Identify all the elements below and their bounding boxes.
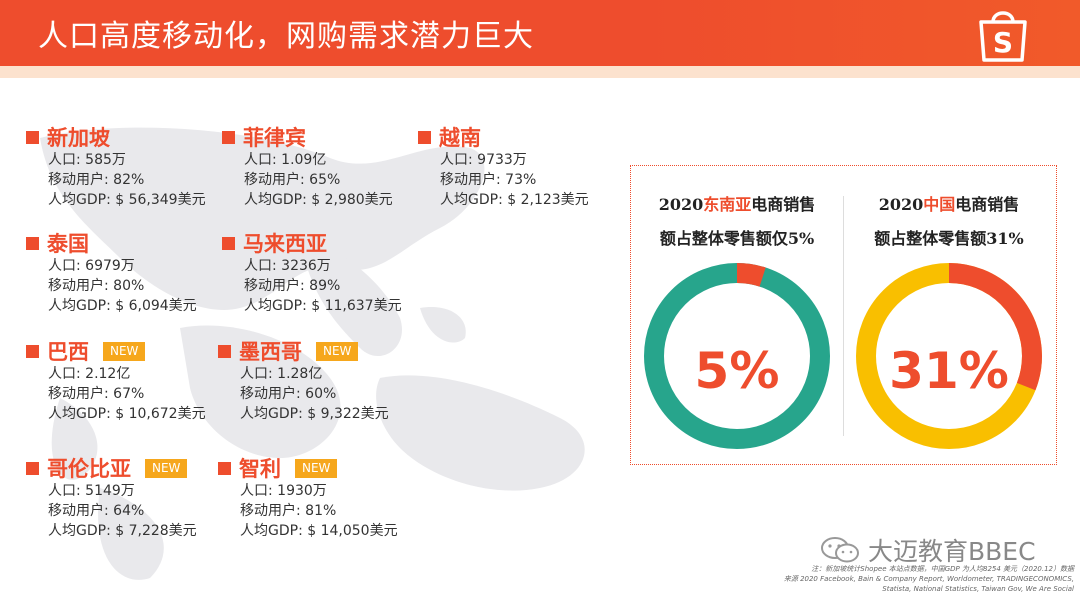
bullet-square (26, 236, 39, 250)
china-caption: 2020中国电商销售 额占整体零售额31% (874, 195, 1024, 248)
country-name: 菲律宾 (243, 125, 306, 150)
population: 人口: 585万 (48, 152, 126, 168)
sea-caption: 2020东南亚电商销售 额占整体零售额仅5% (658, 195, 816, 248)
sea-percent-label: 5% (694, 342, 780, 400)
country-mexico: 墨西哥 NEW 人口: 1.28亿 移动用户: 60% 人均GDP: $ 9,32… (218, 338, 389, 424)
population: 人口: 5149万 (48, 483, 135, 499)
gdp-per-capita: 人均GDP: $ 56,349美元 (48, 192, 206, 208)
china-percent-label: 31% (889, 342, 1009, 400)
source-note: 注：新加坡统计Shopee 本站点数据，中国GDP 为人均8254 美元（202… (783, 565, 1074, 593)
new-badge: NEW (295, 458, 338, 478)
gdp-per-capita: 人均GDP: $ 2,980美元 (244, 192, 393, 208)
new-badge: NEW (316, 341, 359, 361)
gdp-per-capita: 人均GDP: $ 7,228美元 (48, 523, 197, 539)
china-donut-chart (856, 263, 1042, 449)
bullet-square (26, 130, 39, 144)
new-badge: NEW (103, 341, 146, 361)
bullet-square (26, 344, 39, 358)
new-badge: NEW (145, 458, 188, 478)
country-vietnam: 越南 人口: 9733万 移动用户: 73% 人均GDP: $ 2,123美元 (418, 124, 589, 210)
country-name: 泰国 (47, 231, 89, 256)
wechat-watermark: 大迈教育BBEC (820, 532, 1036, 568)
country-name: 巴西 (47, 339, 89, 364)
country-name: 越南 (439, 125, 481, 150)
page-title: 人口高度移动化，网购需求潜力巨大 (38, 19, 534, 54)
gdp-per-capita: 人均GDP: $ 6,094美元 (48, 298, 197, 314)
country-name: 哥伦比亚 (47, 456, 131, 481)
gdp-per-capita: 人均GDP: $ 14,050美元 (240, 523, 398, 539)
panel-divider (843, 196, 844, 436)
country-name: 墨西哥 (239, 339, 302, 364)
population: 人口: 3236万 (244, 258, 331, 274)
country-malaysia: 马来西亚 人口: 3236万 移动用户: 89% 人均GDP: $ 11,637… (222, 230, 402, 316)
country-brazil: 巴西 NEW 人口: 2.12亿 移动用户: 67% 人均GDP: $ 10,67… (26, 338, 206, 424)
bullet-square (418, 130, 431, 144)
country-name: 新加坡 (47, 125, 110, 150)
mobile-users: 移动用户: 64% (48, 503, 145, 519)
header-bar: 人口高度移动化，网购需求潜力巨大 S (0, 0, 1080, 66)
mobile-users: 移动用户: 73% (440, 172, 537, 188)
gdp-per-capita: 人均GDP: $ 11,637美元 (244, 298, 402, 314)
bullet-square (222, 236, 235, 250)
bullet-square (222, 130, 235, 144)
mobile-users: 移动用户: 82% (48, 172, 145, 188)
population: 人口: 2.12亿 (48, 366, 131, 382)
watermark-text: 大迈教育BBEC (868, 537, 1036, 566)
country-philippines: 菲律宾 人口: 1.09亿 移动用户: 65% 人均GDP: $ 2,980美元 (222, 124, 393, 210)
world-map-background (40, 127, 585, 580)
shopee-bag-icon: S (979, 11, 1027, 62)
bullet-square (26, 461, 39, 475)
bullet-square (218, 344, 231, 358)
mobile-users: 移动用户: 89% (244, 278, 341, 294)
logo-letter: S (993, 26, 1013, 59)
donut-share-arc (644, 263, 830, 449)
mobile-users: 移动用户: 81% (240, 503, 337, 519)
mobile-users: 移动用户: 60% (240, 386, 337, 402)
country-chile: 智利 NEW 人口: 1930万 移动用户: 81% 人均GDP: $ 14,05… (218, 455, 398, 541)
population: 人口: 9733万 (440, 152, 527, 168)
mobile-users: 移动用户: 65% (244, 172, 341, 188)
country-thailand: 泰国 人口: 6979万 移动用户: 80% 人均GDP: $ 6,094美元 (26, 230, 197, 316)
country-name: 马来西亚 (243, 231, 327, 256)
gdp-per-capita: 人均GDP: $ 2,123美元 (440, 192, 589, 208)
bullet-square (218, 461, 231, 475)
population: 人口: 6979万 (48, 258, 135, 274)
mobile-users: 移动用户: 67% (48, 386, 145, 402)
sea-donut-chart (644, 263, 830, 449)
population: 人口: 1.09亿 (244, 152, 327, 168)
country-singapore: 新加坡 人口: 585万 移动用户: 82% 人均GDP: $ 56,349美元 (26, 124, 206, 210)
mobile-users: 移动用户: 80% (48, 278, 145, 294)
country-name: 智利 (239, 456, 281, 481)
ecommerce-share-panel: 2020东南亚电商销售 额占整体零售额仅5% 2020中国电商销售 额占整体零售… (630, 165, 1057, 465)
population: 人口: 1930万 (240, 483, 327, 499)
country-colombia: 哥伦比亚 NEW 人口: 5149万 移动用户: 64% 人均GDP: $ 7,2… (26, 455, 197, 541)
gdp-per-capita: 人均GDP: $ 9,322美元 (240, 406, 389, 422)
gdp-per-capita: 人均GDP: $ 10,672美元 (48, 406, 206, 422)
donut-share-arc (856, 263, 1042, 449)
wechat-icon (821, 537, 859, 563)
header-underline (0, 66, 1080, 78)
population: 人口: 1.28亿 (240, 366, 323, 382)
